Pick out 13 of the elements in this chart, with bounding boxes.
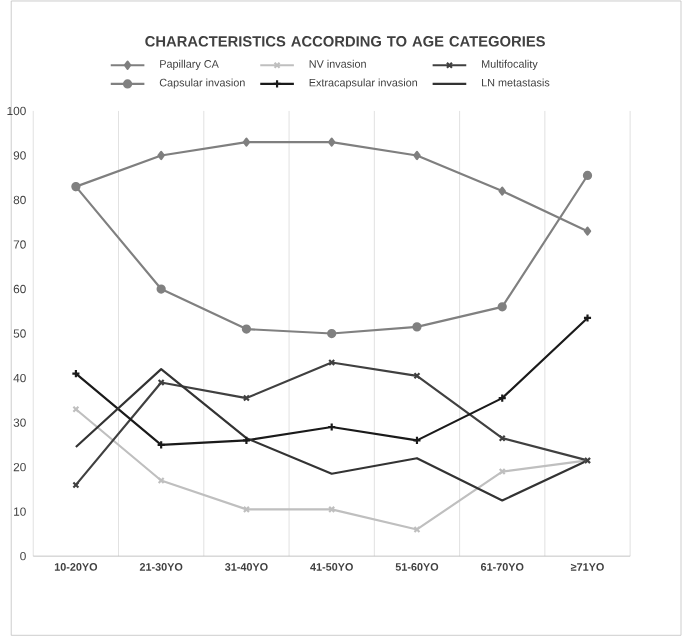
point bbox=[242, 137, 251, 147]
point bbox=[413, 150, 421, 160]
point bbox=[327, 328, 337, 339]
point bbox=[157, 150, 165, 160]
point bbox=[497, 302, 507, 312]
point bbox=[582, 170, 593, 180]
point bbox=[498, 186, 506, 196]
point bbox=[241, 324, 252, 334]
point bbox=[156, 284, 166, 294]
point bbox=[412, 322, 422, 332]
point bbox=[583, 226, 592, 236]
point bbox=[327, 137, 336, 147]
point bbox=[242, 394, 251, 402]
